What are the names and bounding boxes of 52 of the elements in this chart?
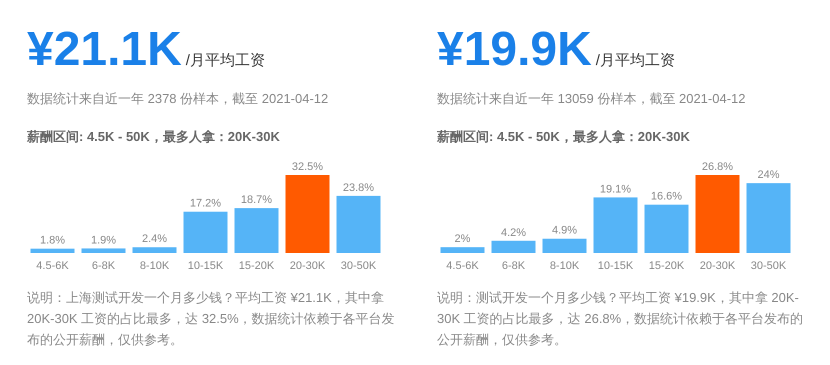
bar [594,197,638,253]
x-tick-label: 8-10K [140,260,170,272]
data-label: 19.1% [600,183,632,196]
bar [492,240,536,253]
data-label: 2% [454,233,471,246]
bar [286,175,330,253]
data-label: 4.2% [500,226,526,239]
data-label: 17.2% [190,198,222,210]
chart-title: ¥19.9K [437,23,592,76]
text: 说明：测试开发一个月多少钱？平均工资 ¥19.9K，其中拿 20K-30K 工资的占比最多，达 26.8%，数据统计依赖于各平台发布的公开薪酬，仅供参考。 [437,289,804,349]
bar [542,238,586,253]
x-tick-label: 20-30K [290,260,326,272]
bar [30,248,74,253]
data-label: 26.8% [702,161,734,173]
bar [440,247,484,253]
x-tick-label: 30-50K [340,260,377,272]
x-tick-label: 8-10K [550,260,580,272]
data-label: 32.5% [292,161,324,173]
text: 薪酬区间: 4.5K - 50K，最多人拿：20K-30K [437,128,690,146]
x-tick-label: 6-8K [92,260,116,272]
data-label: 2.4% [142,233,168,246]
text: 说明：上海测试开发一个月多少钱？平均工资 ¥21.1K，其中拿 20K-30K 工资的占比最多，达 32.5%，数据统计依赖于各平台发布的公开薪酬，仅供参考。 [27,289,396,349]
x-tick-label: 6-8K [502,260,526,272]
data-label: 1.9% [90,234,116,246]
x-tick-label: 10-15K [188,260,224,272]
chart-subtitle: /月平均工资 [596,52,675,69]
data-label: 24% [757,169,780,182]
data-label: 1.8% [40,234,66,247]
data-label: 18.7% [240,194,272,206]
chart-subtitle: /月平均工资 [186,52,265,69]
bar [644,204,688,253]
bar [746,183,790,253]
data-label: 16.6% [650,190,682,203]
text: 薪酬区间: 4.5K - 50K，最多人拿：20K-30K [27,128,280,146]
chart-title: ¥21.1K [27,23,182,76]
bar [82,248,126,253]
x-tick-label: 15-20K [648,260,685,272]
bar [234,208,278,253]
text: 数据统计来自近一年 13059 份样本，截至 2021-04-12 [437,90,746,108]
bar [132,247,176,253]
bar [696,175,740,253]
x-tick-label: 15-20K [238,260,275,272]
bar [336,196,380,253]
x-tick-label: 30-50K [750,260,787,272]
data-label: 23.8% [342,182,374,194]
data-label: 4.9% [552,224,578,237]
x-tick-label: 20-30K [700,260,736,272]
bar [184,212,228,253]
x-tick-label: 4.5-6K [36,260,70,272]
text: 数据统计来自近一年 2378 份样本，截至 2021-04-12 [27,90,328,108]
x-tick-label: 4.5-6K [446,260,480,272]
x-tick-label: 10-15K [598,260,634,272]
